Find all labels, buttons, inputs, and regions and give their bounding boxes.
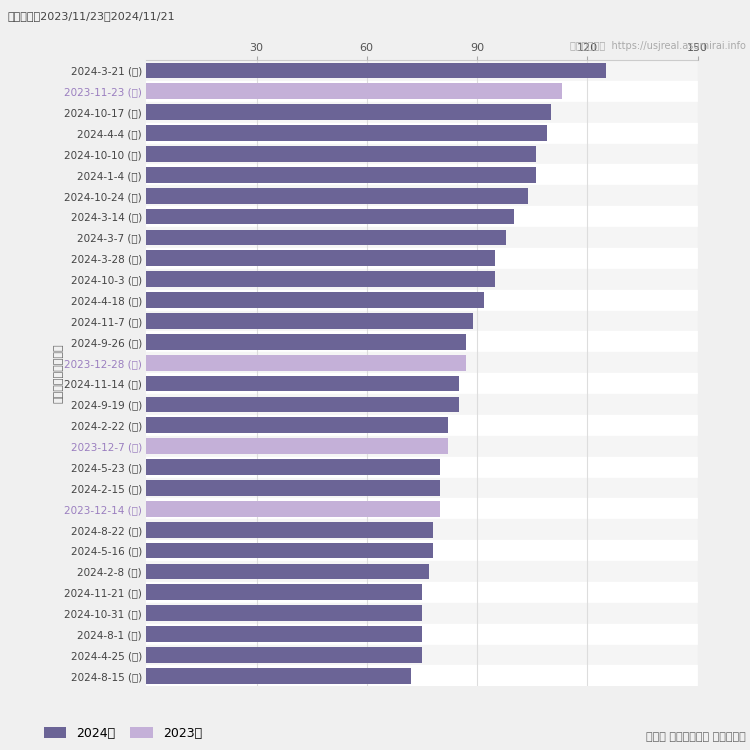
Bar (146, 540, 698, 561)
Bar (146, 268, 698, 290)
Bar (146, 519, 698, 540)
Bar (146, 60, 698, 81)
Bar (146, 164, 698, 185)
Bar (146, 624, 698, 644)
Bar (146, 499, 698, 519)
Bar (146, 665, 698, 686)
Text: 木曜日 平均待ち時間 ランキング: 木曜日 平均待ち時間 ランキング (646, 733, 746, 742)
Bar (146, 415, 698, 436)
Bar (146, 209, 514, 224)
Bar (146, 418, 448, 434)
Bar (146, 248, 698, 268)
Bar (146, 143, 698, 164)
Bar (146, 605, 422, 621)
Bar (146, 374, 698, 394)
Bar (146, 478, 698, 499)
Bar (146, 167, 536, 183)
Bar (146, 355, 466, 370)
Bar (146, 561, 698, 582)
Bar (146, 125, 547, 141)
Y-axis label: 平均待ち時間（分）: 平均待ち時間（分） (54, 344, 64, 403)
Bar (146, 644, 698, 665)
Legend: 2024年, 2023年: 2024年, 2023年 (44, 727, 202, 740)
Bar (146, 603, 698, 624)
Bar (146, 292, 484, 308)
Text: ユニバリアル  https://usjreal.asumirai.info: ユニバリアル https://usjreal.asumirai.info (570, 41, 746, 51)
Bar (146, 647, 422, 663)
Bar (146, 626, 422, 642)
Bar (146, 397, 458, 412)
Bar (146, 310, 698, 332)
Bar (146, 480, 440, 496)
Bar (146, 522, 433, 538)
Bar (146, 251, 495, 266)
Bar (146, 185, 698, 206)
Bar (146, 543, 433, 559)
Bar (146, 436, 698, 457)
Bar (146, 394, 698, 415)
Bar (146, 332, 698, 352)
Bar (146, 102, 698, 122)
Bar (146, 188, 529, 203)
Bar (146, 272, 495, 287)
Bar (146, 352, 698, 374)
Text: 集計期間：2023/11/23〜2024/11/21: 集計期間：2023/11/23〜2024/11/21 (8, 11, 175, 21)
Bar (146, 206, 698, 227)
Bar (146, 146, 536, 162)
Bar (146, 376, 458, 392)
Bar (146, 668, 411, 684)
Bar (146, 459, 440, 475)
Bar (146, 104, 550, 120)
Bar (146, 501, 440, 517)
Bar (146, 83, 562, 99)
Bar (146, 457, 698, 478)
Bar (146, 122, 698, 143)
Bar (146, 438, 448, 454)
Bar (146, 313, 473, 328)
Bar (146, 230, 506, 245)
Bar (146, 584, 422, 600)
Bar (146, 563, 429, 579)
Bar (146, 290, 698, 310)
Bar (146, 334, 466, 350)
Bar (146, 62, 606, 78)
Bar (146, 81, 698, 102)
Bar (146, 582, 698, 603)
Bar (146, 227, 698, 248)
